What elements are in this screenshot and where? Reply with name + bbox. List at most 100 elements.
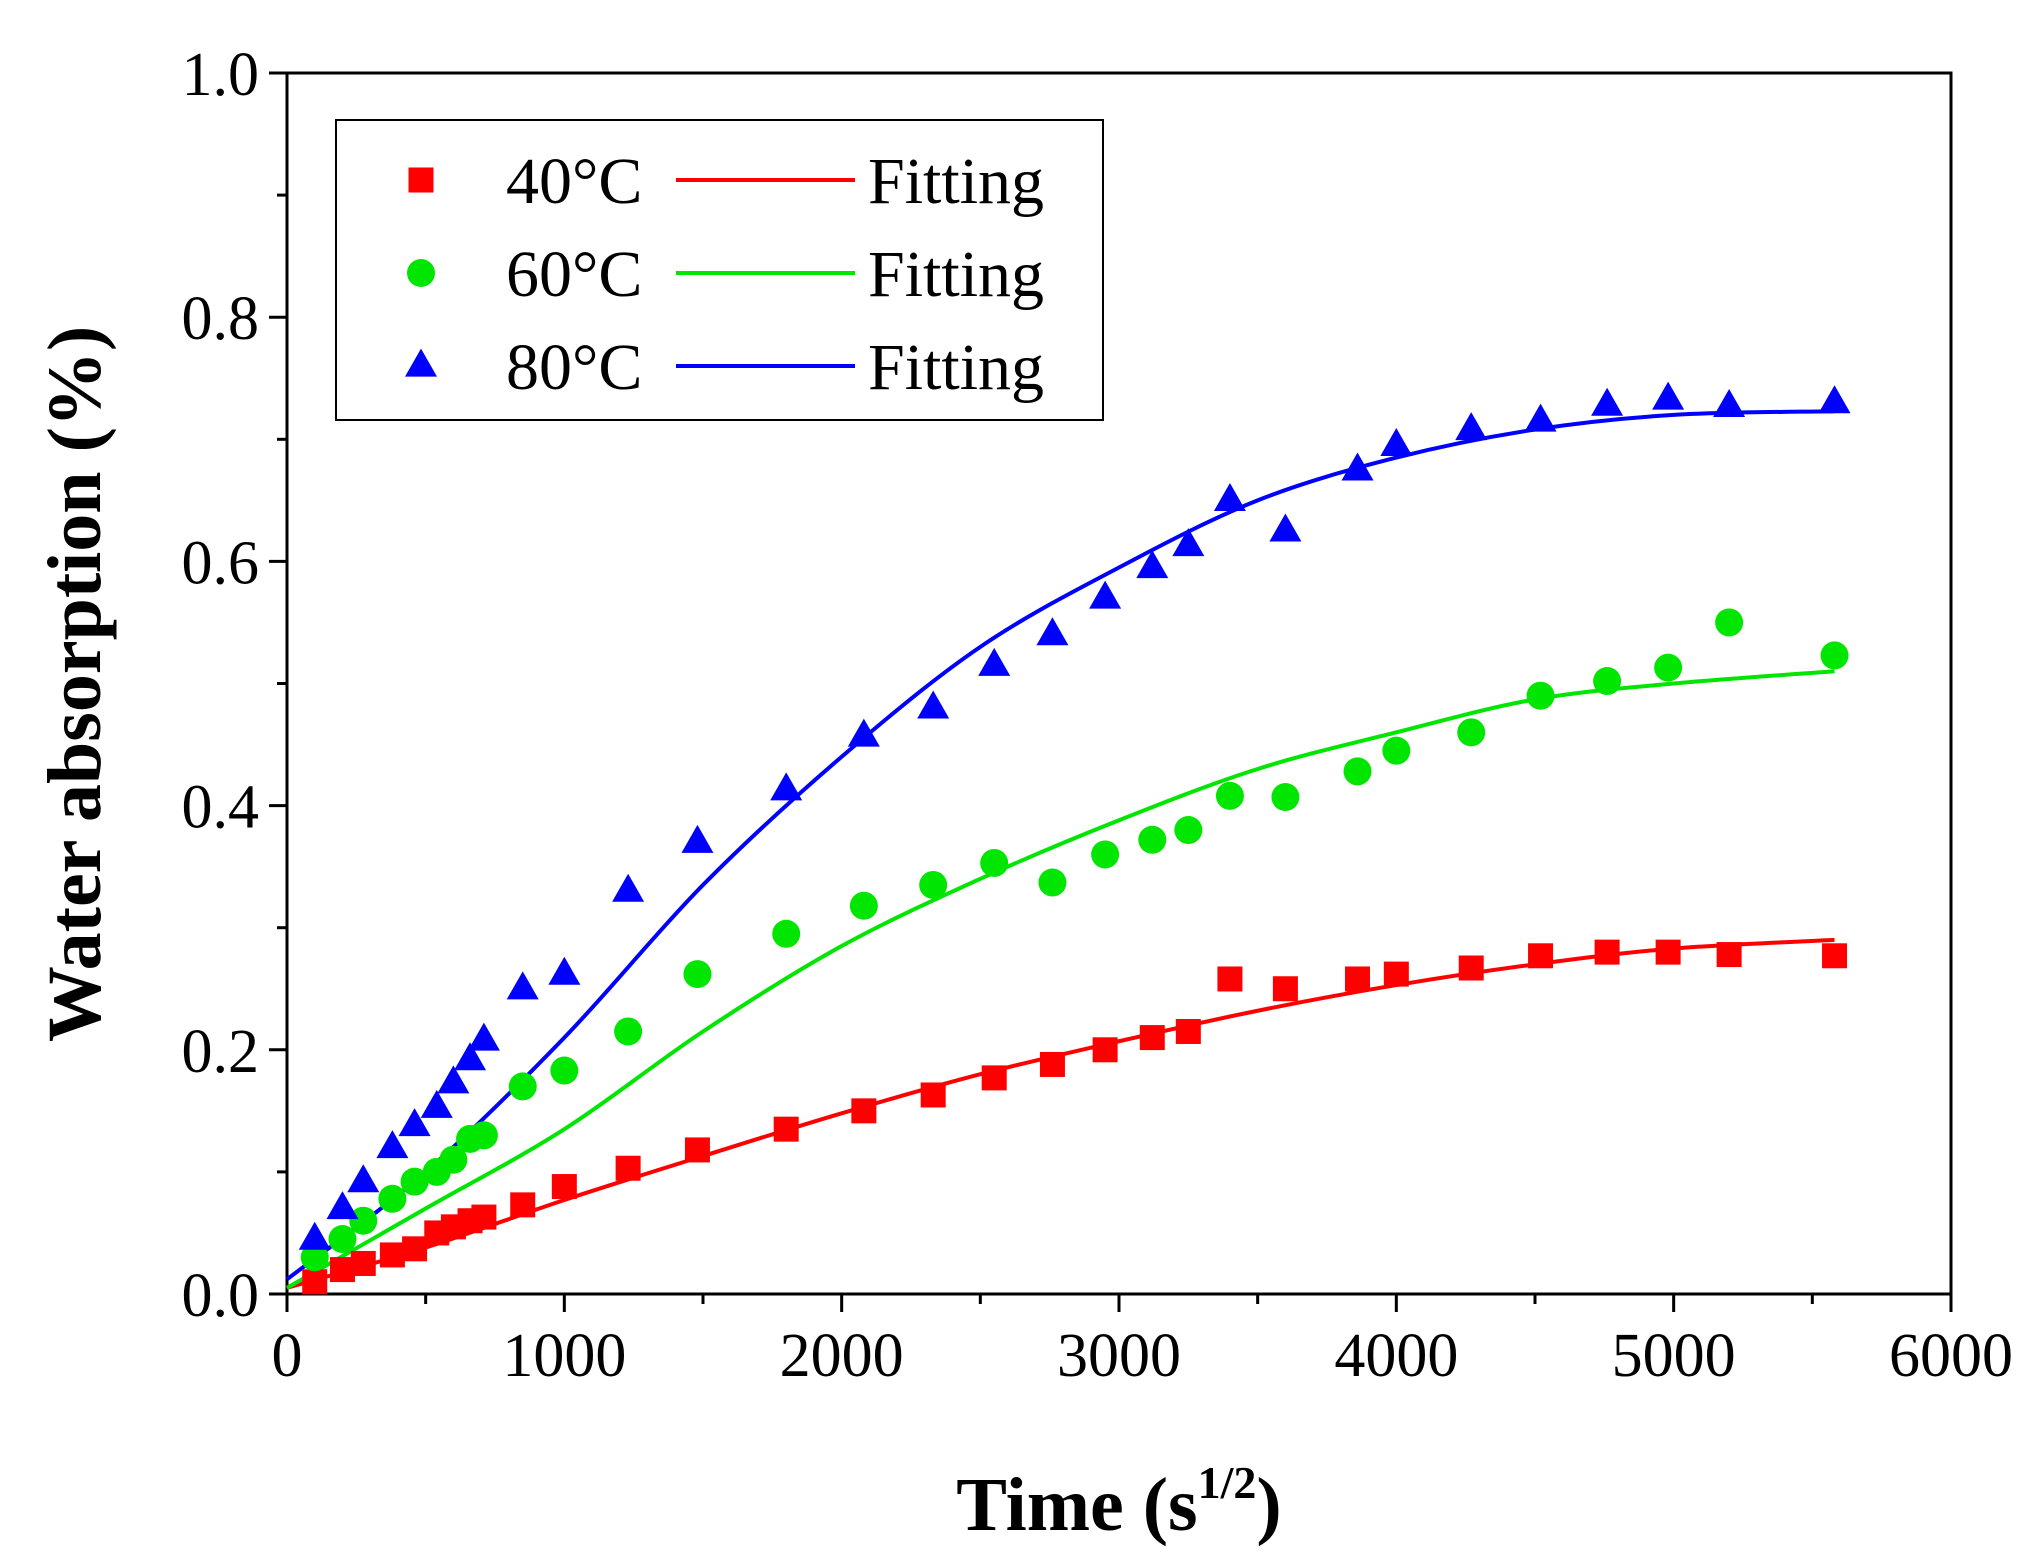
data-point-circle — [1271, 783, 1300, 812]
data-point-circle — [550, 1056, 579, 1085]
data-point-circle — [772, 919, 801, 948]
data-point-square — [851, 1098, 877, 1124]
data-point-circle — [980, 848, 1009, 877]
data-point-triangle — [1652, 381, 1685, 410]
data-point-triangle — [454, 1042, 487, 1071]
data-point-triangle — [1089, 580, 1122, 609]
data-point-triangle — [1172, 528, 1205, 557]
x-tick-label: 6000 — [1889, 1322, 2013, 1390]
data-point-square — [1822, 943, 1848, 969]
x-axis: 0 1000 2000 3000 4000 5000 6000 — [272, 1294, 2013, 1390]
data-point-square — [981, 1065, 1007, 1091]
y-tick-label: 0.8 — [182, 285, 260, 353]
data-point-square — [1272, 976, 1298, 1002]
data-point-square — [1092, 1037, 1118, 1063]
legend-label: 60°C — [506, 238, 642, 311]
data-point-circle — [349, 1206, 378, 1235]
data-point-square — [1458, 955, 1484, 981]
data-point-circle — [1174, 816, 1203, 845]
data-point-circle — [1215, 781, 1244, 810]
y-tick-label: 0.0 — [182, 1262, 260, 1330]
data-point-triangle — [847, 718, 880, 747]
data-point-circle — [400, 1167, 429, 1196]
data-point-square — [1383, 961, 1409, 987]
data-point-circle — [1038, 868, 1067, 897]
data-point-square — [471, 1204, 497, 1230]
data-point-square — [615, 1155, 641, 1181]
y-axis-title: Water absorption (%) — [33, 326, 117, 1042]
data-point-circle — [1715, 608, 1744, 637]
legend-fit-label: Fitting — [868, 145, 1044, 218]
y-tick-label: 0.4 — [182, 774, 260, 842]
data-point-circle — [849, 891, 878, 920]
data-point-triangle — [1136, 550, 1169, 579]
data-point-circle — [439, 1145, 468, 1174]
data-point-triangle — [1591, 387, 1624, 416]
legend: 40°C Fitting 60°C Fitting 80°C Fitting — [335, 119, 1104, 421]
data-point-triangle — [1524, 403, 1557, 432]
data-point-square — [302, 1269, 328, 1295]
data-point-square — [773, 1116, 799, 1142]
y-tick-label: 0.6 — [182, 529, 260, 597]
x-axis-title: Time (s1/2) — [956, 1457, 1281, 1547]
data-point-circle — [1138, 825, 1167, 854]
data-point-circle — [683, 960, 712, 989]
data-point-triangle — [347, 1164, 380, 1193]
data-point-triangle — [376, 1130, 409, 1159]
data-point-circle — [1091, 840, 1120, 869]
data-markers — [298, 381, 1851, 1295]
data-point-triangle — [420, 1089, 453, 1118]
data-point-triangle — [1341, 452, 1374, 481]
data-point-square — [402, 1236, 428, 1262]
x-tick-label: 2000 — [780, 1322, 904, 1390]
legend-label: 40°C — [506, 145, 642, 218]
data-point-circle — [919, 870, 948, 899]
data-point-square — [1655, 939, 1681, 965]
x-tick-label: 0 — [272, 1322, 303, 1390]
data-point-triangle — [326, 1191, 359, 1220]
data-point-circle — [1343, 757, 1372, 786]
data-point-triangle — [1213, 482, 1246, 511]
data-point-circle — [328, 1225, 357, 1254]
data-point-square — [1217, 966, 1243, 992]
data-point-square — [1716, 942, 1742, 968]
data-point-circle — [378, 1184, 407, 1213]
data-point-square — [684, 1137, 710, 1163]
data-point-circle — [1593, 667, 1622, 696]
data-point-triangle — [548, 956, 581, 985]
y-tick-label: 0.2 — [182, 1018, 260, 1086]
data-point-triangle — [1818, 385, 1851, 414]
x-tick-label: 1000 — [502, 1322, 626, 1390]
data-point-triangle — [437, 1065, 470, 1094]
data-point-square — [350, 1250, 376, 1276]
data-point-triangle — [1713, 388, 1746, 417]
data-point-square — [1528, 943, 1554, 969]
data-point-triangle — [1455, 412, 1488, 441]
data-point-triangle — [681, 824, 714, 853]
legend-marker-circle — [407, 259, 435, 287]
data-point-triangle — [1269, 513, 1302, 542]
data-point-circle — [469, 1121, 498, 1150]
data-point-circle — [614, 1017, 643, 1046]
data-point-circle — [1382, 736, 1411, 765]
legend-marker-triangle — [405, 348, 437, 377]
legend-box — [335, 119, 1104, 421]
data-point-triangle — [1380, 428, 1413, 457]
data-point-triangle — [506, 971, 539, 1000]
x-tick-label: 3000 — [1057, 1322, 1181, 1390]
y-tick-label: 1.0 — [182, 41, 260, 109]
data-point-circle — [300, 1243, 329, 1272]
x-tick-label: 5000 — [1612, 1322, 1736, 1390]
data-point-square — [1175, 1018, 1201, 1044]
legend-fit-label: Fitting — [868, 331, 1044, 404]
y-axis: 0.0 0.2 0.4 0.6 0.8 1.0 — [182, 41, 287, 1330]
data-point-triangle — [298, 1221, 331, 1250]
data-point-square — [920, 1082, 946, 1108]
data-point-square — [379, 1242, 405, 1268]
data-point-square — [1039, 1051, 1065, 1077]
data-point-circle — [1820, 641, 1849, 670]
data-point-square — [1594, 939, 1620, 965]
data-point-triangle — [770, 772, 803, 801]
legend-fit-label: Fitting — [868, 238, 1044, 311]
